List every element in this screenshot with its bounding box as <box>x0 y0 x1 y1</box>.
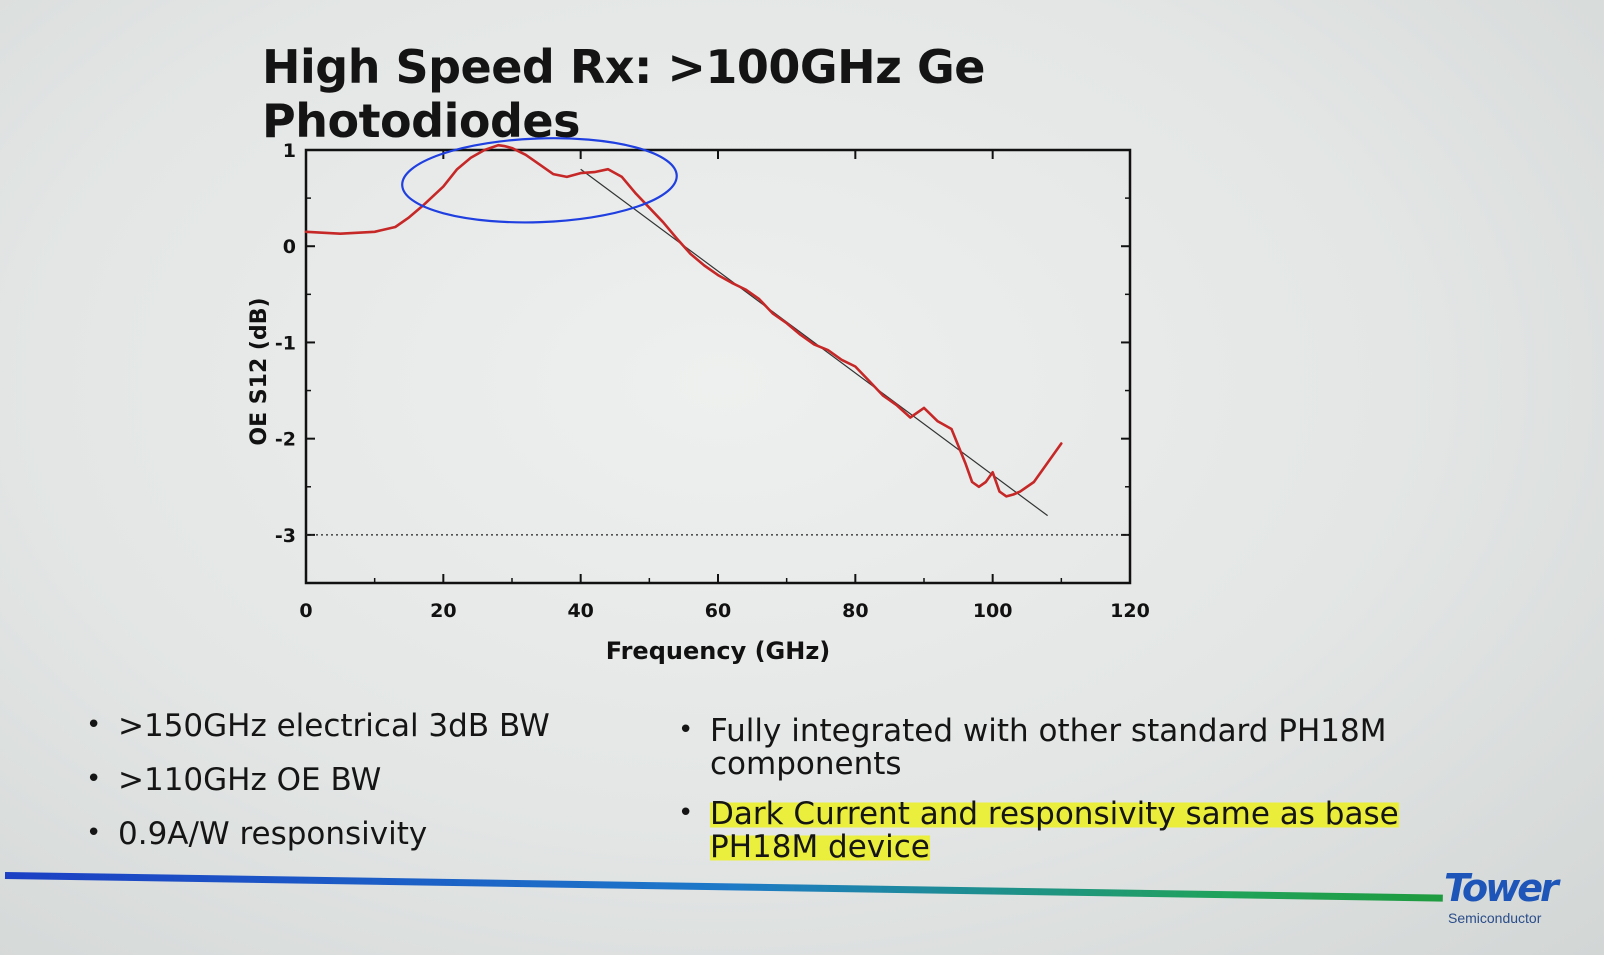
x-tick-label: 0 <box>299 600 312 622</box>
bullet-text: >150GHz electrical 3dB BW <box>118 708 550 744</box>
y-tick-label: -3 <box>275 525 296 547</box>
x-tick-label: 60 <box>705 600 731 622</box>
logo-subtitle: Semiconductor <box>1448 910 1542 926</box>
x-tick-label: 120 <box>1110 600 1150 622</box>
x-tick-label: 100 <box>973 600 1013 622</box>
annotation-ellipse <box>401 137 678 224</box>
bullet-dot: • <box>86 764 102 794</box>
bullet-list-right: • Fully integrated with other standard P… <box>678 715 1438 881</box>
logo-wordmark: Tower <box>1444 866 1559 910</box>
bullet-item: • 0.9A/W responsivity <box>86 818 550 851</box>
bullet-dot: • <box>678 715 694 745</box>
y-tick-label: -2 <box>275 429 296 451</box>
x-tick-label: 80 <box>842 600 868 622</box>
x-tick-label: 40 <box>567 600 593 622</box>
bullet-item: • Fully integrated with other standard P… <box>678 715 1438 781</box>
x-tick-label: 20 <box>430 600 456 622</box>
bullet-dot: • <box>86 710 102 740</box>
bullet-text: Fully integrated with other standard PH1… <box>710 713 1387 782</box>
y-tick-label: -1 <box>275 332 296 354</box>
slide-title: High Speed Rx: >100GHz Ge Photodiodes <box>262 40 985 148</box>
bullet-text: >110GHz OE BW <box>118 762 382 798</box>
bullet-list-left: • >150GHz electrical 3dB BW • >110GHz OE… <box>86 710 550 872</box>
bullet-item-highlighted: • Dark Current and responsivity same as … <box>678 796 1438 865</box>
x-axis-label: Frequency (GHz) <box>606 637 831 665</box>
bullet-item: • >150GHz electrical 3dB BW <box>86 710 550 743</box>
company-logo: Tower Semiconductor <box>1444 868 1594 928</box>
y-tick-label: 1 <box>283 140 296 162</box>
bullet-dot: • <box>678 798 694 828</box>
bullet-dot: • <box>86 818 102 848</box>
bullet-item: • >110GHz OE BW <box>86 764 550 797</box>
bullet-text: 0.9A/W responsivity <box>118 816 428 852</box>
y-axis-label: OE S12 (dB) <box>247 297 272 445</box>
highlighted-bullet-text: Dark Current and responsivity same as ba… <box>710 796 1399 865</box>
y-tick-label: 0 <box>283 236 296 258</box>
plot-frame <box>304 148 1132 585</box>
fit-line <box>580 168 1048 517</box>
series-line <box>304 143 1063 498</box>
